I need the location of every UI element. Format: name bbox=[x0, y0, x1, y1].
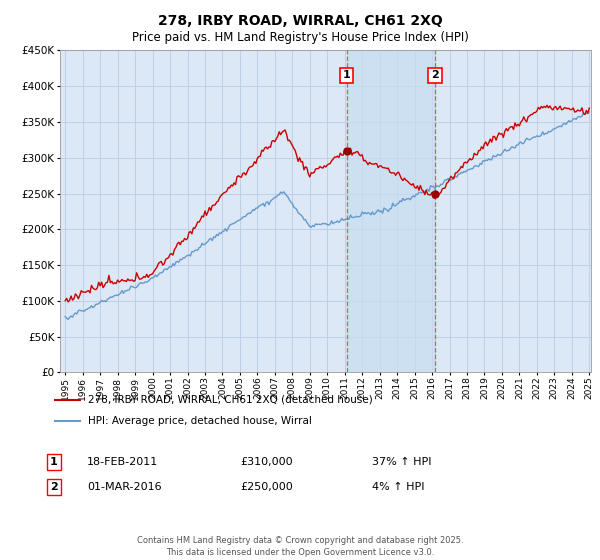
Text: 2: 2 bbox=[431, 71, 439, 81]
Text: 01-MAR-2016: 01-MAR-2016 bbox=[87, 482, 161, 492]
Text: 1: 1 bbox=[50, 457, 58, 467]
Text: 278, IRBY ROAD, WIRRAL, CH61 2XQ (detached house): 278, IRBY ROAD, WIRRAL, CH61 2XQ (detach… bbox=[88, 395, 373, 405]
Text: Price paid vs. HM Land Registry's House Price Index (HPI): Price paid vs. HM Land Registry's House … bbox=[131, 31, 469, 44]
Text: 2: 2 bbox=[50, 482, 58, 492]
Bar bbox=[347, 50, 435, 372]
Text: HPI: Average price, detached house, Wirral: HPI: Average price, detached house, Wirr… bbox=[88, 416, 311, 426]
Text: 18-FEB-2011: 18-FEB-2011 bbox=[87, 457, 158, 467]
Text: 4% ↑ HPI: 4% ↑ HPI bbox=[372, 482, 425, 492]
Text: £310,000: £310,000 bbox=[240, 457, 293, 467]
Text: 1: 1 bbox=[343, 71, 350, 81]
Text: £250,000: £250,000 bbox=[240, 482, 293, 492]
Text: 278, IRBY ROAD, WIRRAL, CH61 2XQ: 278, IRBY ROAD, WIRRAL, CH61 2XQ bbox=[158, 14, 442, 28]
Text: 37% ↑ HPI: 37% ↑ HPI bbox=[372, 457, 431, 467]
Text: Contains HM Land Registry data © Crown copyright and database right 2025.
This d: Contains HM Land Registry data © Crown c… bbox=[137, 536, 463, 557]
